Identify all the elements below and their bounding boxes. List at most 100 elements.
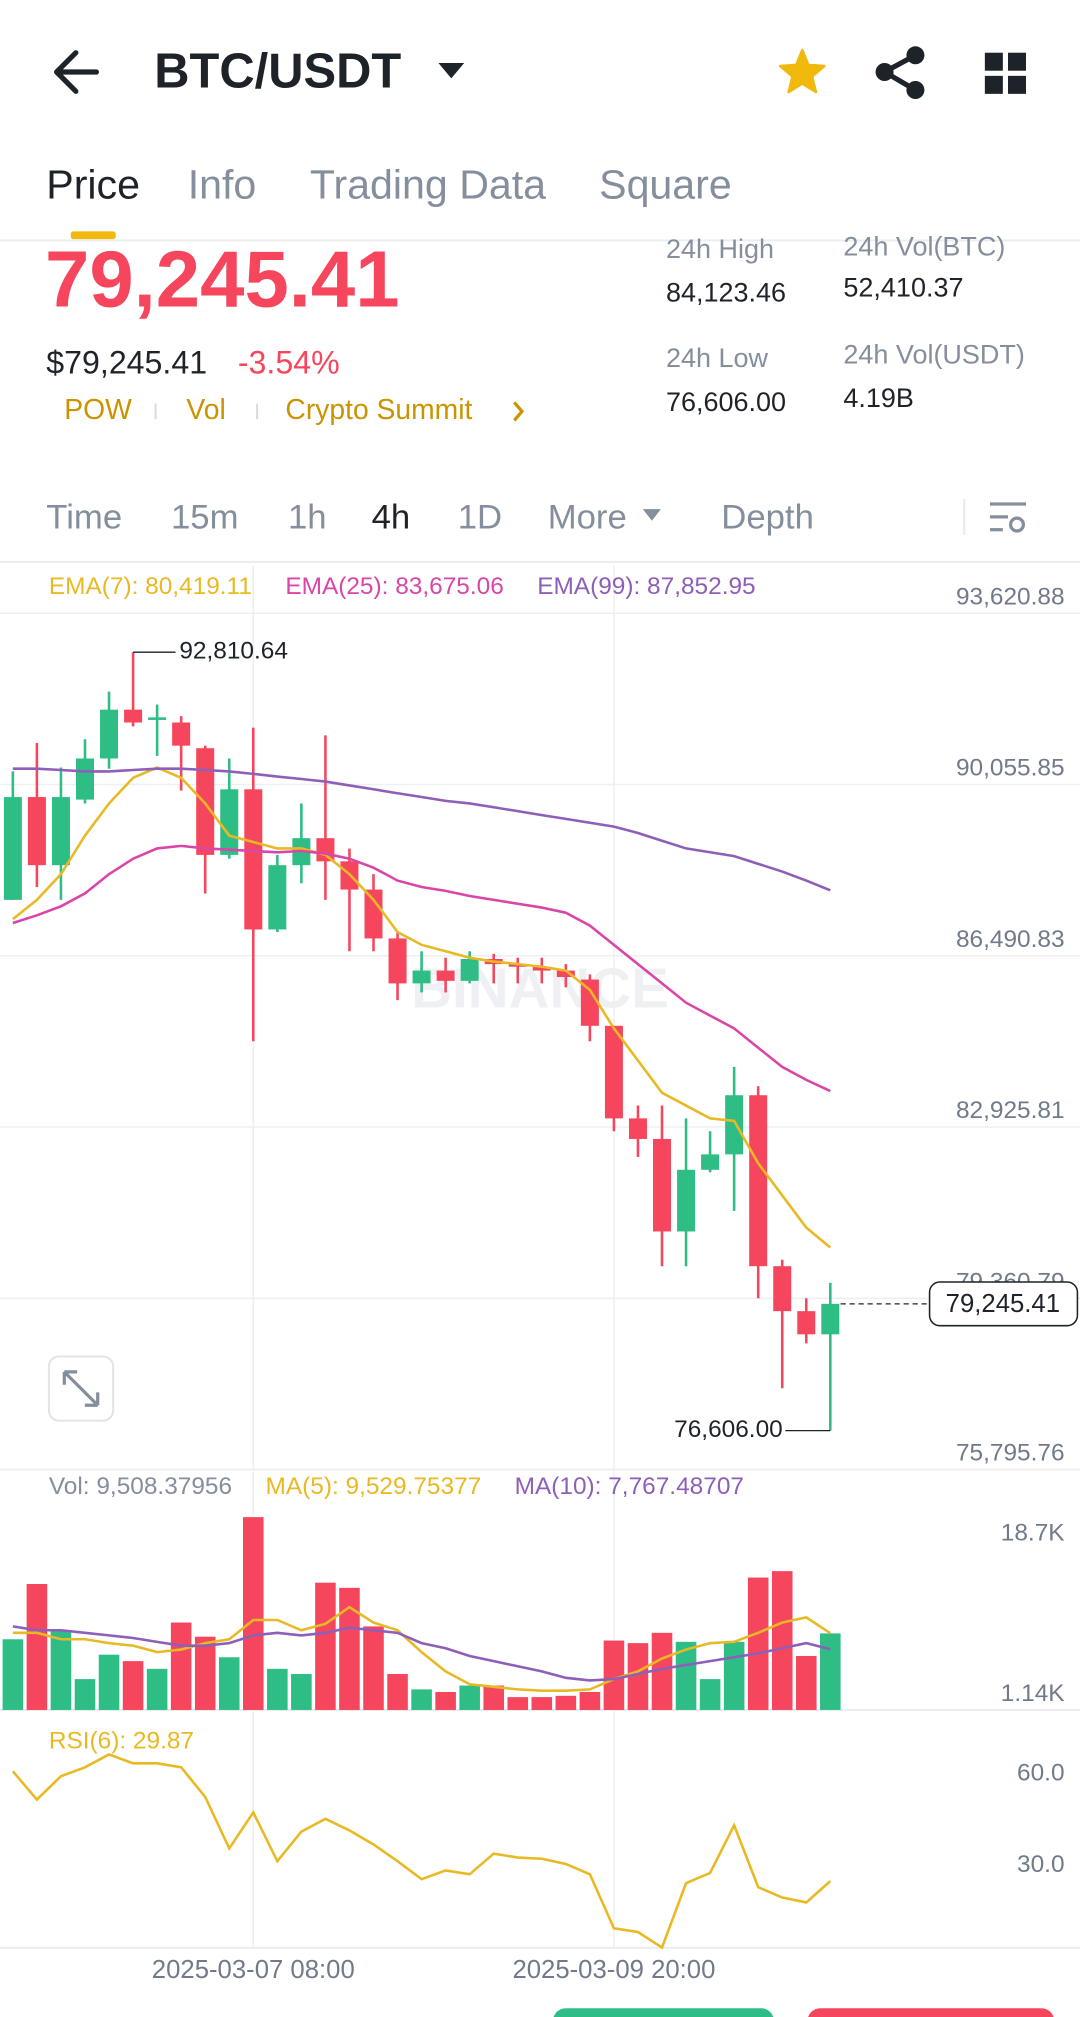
- share-button[interactable]: [875, 46, 925, 99]
- volume-bar: [194, 1636, 216, 1710]
- volume-bar: [603, 1640, 625, 1710]
- y-tick-label: 86,490.83: [956, 926, 1065, 953]
- candle-body: [100, 709, 119, 759]
- volume-bar: [579, 1691, 601, 1710]
- favorite-star[interactable]: [779, 48, 826, 94]
- candle-body: [316, 838, 335, 862]
- stat-value: 4.19B: [843, 383, 914, 413]
- volume-bar: [675, 1641, 697, 1710]
- interval-depth[interactable]: Depth: [721, 499, 814, 537]
- candle-body: [701, 1154, 720, 1170]
- grid-square: [1007, 52, 1026, 71]
- indicator-line: [12, 766, 832, 1249]
- interval[interactable]: 1D: [458, 499, 502, 537]
- tab[interactable]: Trading Data: [310, 162, 546, 208]
- volume-bar: [50, 1630, 72, 1710]
- volume-bar: [747, 1577, 769, 1710]
- share-dot: [906, 46, 925, 65]
- legend-entry: EMA(25): 83,675.06: [285, 573, 503, 600]
- settings-gear: [1008, 516, 1026, 533]
- charts: 2025-03-07 08:00 2025-03-09 20:00 93,620.8…: [0, 565, 1080, 1984]
- candle-body: [460, 958, 479, 981]
- tab[interactable]: Square: [599, 162, 732, 208]
- volume-bar: [555, 1695, 577, 1710]
- buy-button[interactable]: [553, 2008, 774, 2017]
- tab-active[interactable]: Price: [46, 162, 140, 208]
- tab[interactable]: Info: [188, 162, 257, 208]
- last-price: 79,245.41: [45, 234, 400, 323]
- tag[interactable]: Crypto Summit: [285, 393, 472, 425]
- price-change: -3.54%: [238, 345, 340, 381]
- candle-body: [773, 1266, 792, 1312]
- pair-title[interactable]: BTC/USDT: [154, 44, 401, 98]
- low-label: 76,606.00: [674, 1416, 783, 1443]
- indicator-line: [12, 1625, 831, 1682]
- back-button[interactable]: [54, 50, 100, 94]
- candle-body: [75, 758, 94, 800]
- indicator-line: [12, 1605, 832, 1692]
- candle-body: [628, 1118, 647, 1139]
- interval[interactable]: Time: [46, 499, 122, 537]
- candle-body: [604, 1025, 623, 1119]
- stat-value: 76,606.00: [666, 387, 786, 417]
- share-dot: [875, 62, 894, 81]
- volume-bar: [146, 1668, 168, 1710]
- candle-body: [556, 970, 575, 978]
- y-tick-label: 93,620.88: [956, 583, 1065, 610]
- tag[interactable]: POW: [64, 393, 132, 425]
- candle-body: [388, 938, 407, 984]
- interval[interactable]: 1h: [288, 499, 327, 537]
- chart-settings[interactable]: [989, 502, 1026, 533]
- volume-bar: [26, 1583, 48, 1710]
- grid-square: [984, 75, 1003, 94]
- y-tick-label: 30.0: [1017, 1851, 1065, 1878]
- interval[interactable]: 15m: [171, 499, 239, 537]
- candle-body: [797, 1311, 816, 1335]
- volume-bar: [218, 1657, 240, 1710]
- legend-entry: Vol: 9,508.37956: [49, 1473, 232, 1500]
- candle-body: [196, 748, 215, 855]
- volume-bar: [267, 1668, 288, 1710]
- volume-bar: [459, 1685, 480, 1710]
- candle-body: [436, 970, 455, 981]
- more-dropdown: [642, 509, 661, 521]
- expand-icon: [62, 1370, 100, 1407]
- volume-bar: [387, 1673, 408, 1710]
- volume-bar: [2, 1639, 24, 1710]
- volume-bar: [699, 1679, 721, 1710]
- grid-square: [984, 52, 1003, 71]
- stat-value: 52,410.37: [843, 272, 963, 302]
- volume-bar: [291, 1673, 312, 1710]
- legend-entry: MA(10): 7,767.48707: [515, 1473, 744, 1500]
- candle-body: [364, 889, 383, 939]
- menu-grid-button[interactable]: [984, 52, 1026, 94]
- share-dot: [906, 80, 925, 99]
- indicator-line: [12, 844, 831, 1093]
- candle-body: [532, 966, 551, 971]
- volume-bar: [315, 1582, 336, 1710]
- pair-dropdown[interactable]: [438, 62, 465, 79]
- expand-button[interactable]: [47, 1355, 115, 1422]
- y-tick-label: 82,925.81: [956, 1097, 1065, 1124]
- usd-price: $79,245.41: [46, 345, 207, 381]
- interval-active[interactable]: 4h: [372, 499, 411, 537]
- tag[interactable]: Vol: [186, 393, 225, 425]
- candle-body: [749, 1095, 768, 1267]
- volume-bar: [507, 1697, 529, 1710]
- candle-body: [51, 797, 70, 866]
- volume-bar: [771, 1571, 793, 1710]
- legend-entry: EMA(99): 87,852.95: [537, 573, 755, 600]
- sell-button[interactable]: [807, 2008, 1054, 2017]
- candle-body: [124, 709, 143, 723]
- legend-entry: MA(5): 9,529.75377: [266, 1473, 482, 1500]
- stat-label: 24h High: [666, 234, 774, 264]
- y-tick-label: 75,795.76: [956, 1440, 1065, 1467]
- tag-chevron: [513, 401, 525, 422]
- candle-body: [412, 970, 431, 984]
- interval-more[interactable]: More: [548, 499, 627, 537]
- candle-body: [172, 722, 191, 746]
- y-tick-label: 60.0: [1017, 1759, 1065, 1786]
- legend-entry: RSI(6): 29.87: [49, 1728, 194, 1755]
